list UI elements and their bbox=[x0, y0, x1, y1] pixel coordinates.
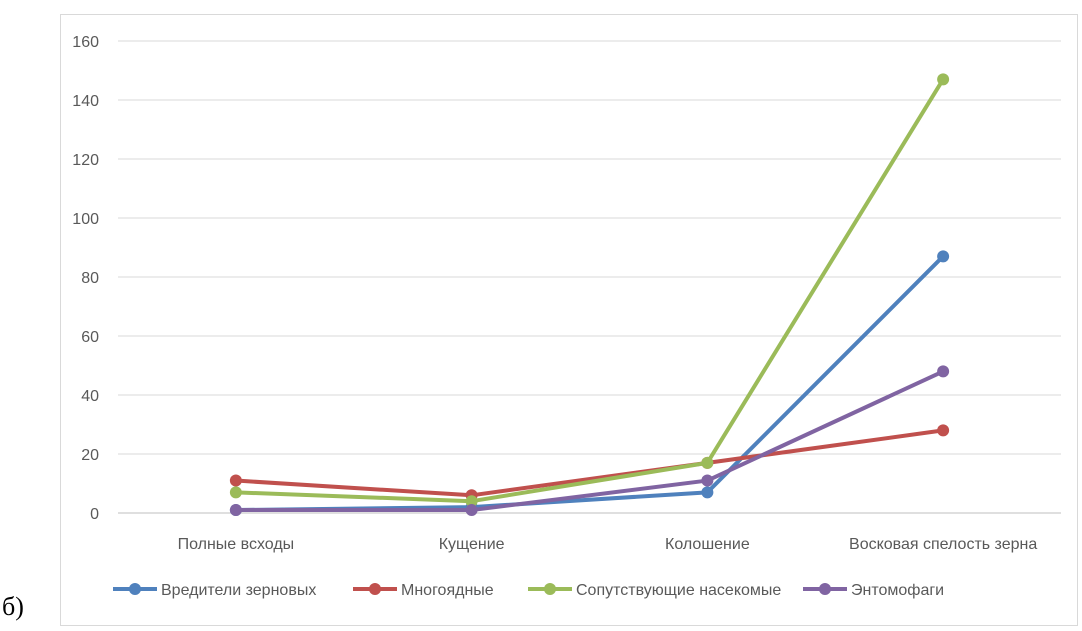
data-point bbox=[465, 504, 478, 517]
data-point bbox=[937, 250, 950, 263]
series-layer bbox=[229, 73, 950, 517]
legend-label: Энтомофаги bbox=[851, 582, 944, 599]
x-tick-label: Кущение bbox=[439, 536, 505, 553]
data-point bbox=[229, 486, 242, 499]
x-tick-label: Колошение bbox=[665, 536, 750, 553]
legend-item: Многоядные bbox=[353, 582, 494, 599]
series-line bbox=[233, 77, 946, 504]
data-point bbox=[937, 73, 950, 86]
y-tick-label: 140 bbox=[72, 93, 99, 110]
legend-label: Многоядные bbox=[401, 582, 494, 599]
series-line bbox=[233, 254, 946, 513]
y-tick-label: 0 bbox=[90, 506, 99, 523]
y-tick-label: 100 bbox=[72, 211, 99, 228]
data-point bbox=[229, 504, 242, 517]
legend-marker bbox=[369, 583, 381, 595]
series-1 bbox=[229, 250, 950, 517]
panel-label: б) bbox=[2, 592, 24, 621]
data-point bbox=[701, 456, 714, 469]
x-axis-ticks: Полные всходы Кущение Колошение Восковая сп… bbox=[178, 536, 1038, 553]
y-tick-label: 120 bbox=[72, 152, 99, 169]
data-point bbox=[465, 495, 478, 508]
legend-marker bbox=[819, 583, 831, 595]
y-axis-ticks: 0 20 40 60 80 100 120 140 160 bbox=[72, 34, 99, 523]
data-point bbox=[937, 424, 950, 437]
grid-layer bbox=[118, 40, 1061, 514]
series-line bbox=[233, 369, 946, 513]
legend-label: Вредители зерновых bbox=[161, 582, 316, 599]
data-point bbox=[937, 365, 950, 378]
series-line bbox=[233, 428, 946, 498]
series-2 bbox=[229, 424, 950, 502]
data-point bbox=[701, 486, 714, 499]
y-tick-label: 20 bbox=[81, 447, 99, 464]
line-chart: 0 20 40 60 80 100 120 140 160 Полные всходы Кущен… bbox=[72, 34, 1061, 599]
chart-frame: 0 20 40 60 80 100 120 140 160 Полные всходы Кущен… bbox=[60, 14, 1078, 626]
y-tick-label: 160 bbox=[72, 34, 99, 51]
legend: Вредители зерновых Многоядные Сопутствующи… bbox=[113, 582, 944, 599]
legend-item: Энтомофаги bbox=[803, 582, 944, 599]
y-tick-label: 80 bbox=[81, 270, 99, 287]
y-tick-label: 40 bbox=[81, 388, 99, 405]
data-point bbox=[229, 474, 242, 487]
legend-item: Вредители зерновых bbox=[113, 582, 316, 599]
legend-marker bbox=[129, 583, 141, 595]
x-tick-label: Полные всходы bbox=[178, 536, 295, 553]
series-3 bbox=[229, 73, 950, 508]
legend-item: Сопутствующие насекомые bbox=[528, 582, 781, 599]
data-point bbox=[701, 474, 714, 487]
series-4 bbox=[229, 365, 950, 517]
x-tick-label: Восковая спелость зерна bbox=[849, 536, 1037, 553]
y-tick-label: 60 bbox=[81, 329, 99, 346]
legend-marker bbox=[544, 583, 556, 595]
legend-label: Сопутствующие насекомые bbox=[576, 582, 781, 599]
